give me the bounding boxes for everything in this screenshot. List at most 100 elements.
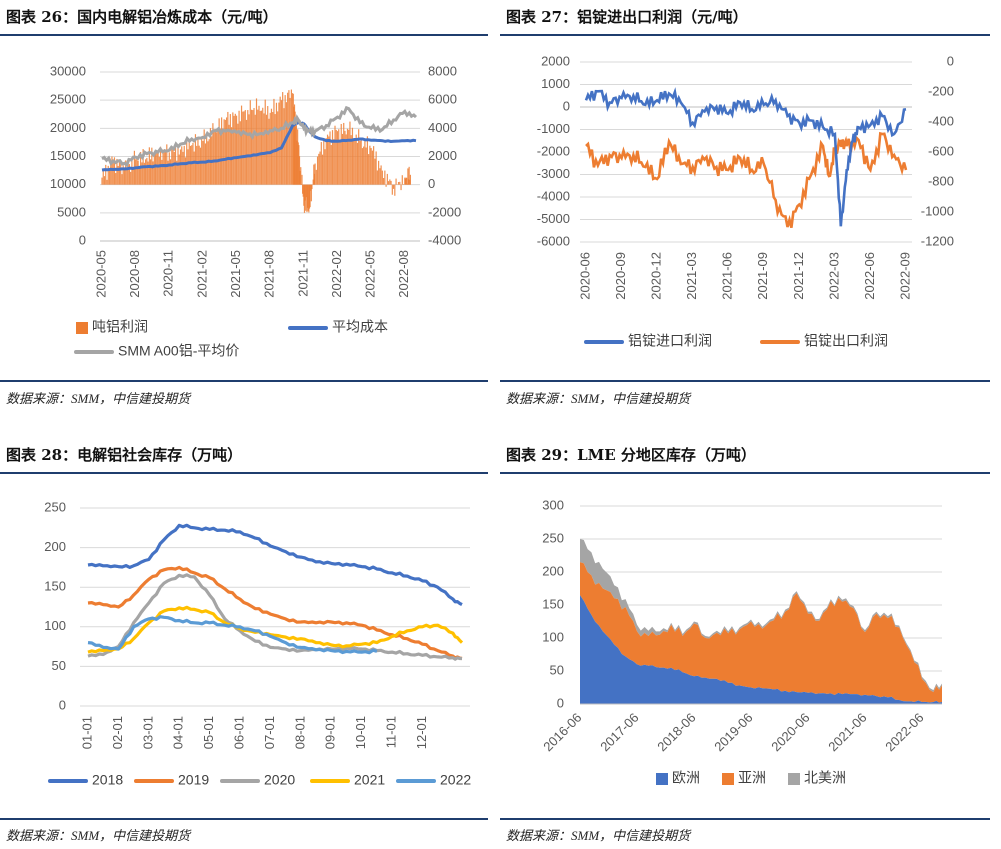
c26-profit-bar: [285, 102, 288, 185]
c26-yright-tick-4: 4000: [428, 120, 457, 135]
c26-profit-bar: [318, 153, 320, 185]
c26-profit-bar: [252, 110, 254, 185]
c26-profit-bar: [250, 109, 253, 185]
c26-profit-bar: [409, 174, 411, 185]
c28-series-2018: [87, 523, 463, 607]
c26-profit-bar: [295, 126, 297, 185]
c26-profit-bar: [338, 129, 340, 185]
c26-profit-bar: [242, 111, 244, 185]
c26-profit-bar: [131, 158, 133, 185]
source-note-27: 数据来源：SMM，中信建投期货: [506, 391, 691, 406]
c26-profit-bar: [294, 111, 296, 185]
c26-profit-bar: [239, 121, 241, 185]
c26-profit-bar: [339, 140, 341, 185]
c26-profit-bar: [273, 98, 275, 185]
c26-profit-bar: [179, 149, 182, 185]
c26-profit-bar: [359, 141, 361, 185]
c26-profit-bar: [348, 129, 350, 185]
c26-yright-tick-0: -4000: [428, 232, 461, 247]
c27-yleft-tick-3: -3000: [537, 166, 570, 181]
c28-legend-2018-label: 2018: [92, 772, 123, 788]
c26-profit-bar: [298, 145, 300, 185]
c29-yleft-tick-3: 150: [542, 596, 564, 611]
c26-profit-bar: [248, 114, 250, 185]
title-rule-26: [0, 34, 488, 36]
c26-profit-bar: [303, 184, 306, 213]
c26-profit-bar: [213, 131, 215, 185]
c26-xlabel-3: 2021-02: [194, 250, 209, 298]
c26-legend-cost-label: 平均成本: [332, 319, 388, 335]
c26-profit-bar: [311, 184, 313, 190]
c26-profit-bar: [309, 184, 311, 208]
c29-xlabel-2: 2018-06: [654, 710, 698, 754]
c29-legend-asia-label: 亚洲: [738, 770, 766, 786]
c26-profit-bar: [307, 184, 309, 211]
c26-profit-bar: [101, 177, 103, 185]
title-rule-27: [500, 34, 990, 36]
c26-profit-bar: [272, 112, 274, 185]
c29-yleft-tick-4: 200: [542, 563, 564, 578]
c26-profit-bar: [154, 152, 157, 185]
c26-profit-bar: [191, 145, 193, 185]
c26-profit-bar: [333, 139, 335, 185]
c26-profit-bar: [306, 184, 308, 213]
c29-area-asia: [580, 562, 942, 703]
c26-profit-bar: [394, 184, 396, 196]
c26-profit-bar: [123, 169, 126, 185]
c26-profit-bar: [194, 134, 197, 185]
c26-profit-bar: [320, 142, 322, 185]
c26-profit-bar: [355, 134, 357, 185]
c28-yleft-tick-4: 200: [44, 539, 66, 554]
c26-profit-bar: [373, 146, 375, 185]
c26-profit-bar: [147, 161, 149, 185]
c26-profit-bar: [184, 157, 187, 185]
c27-yright-tick-2: -800: [928, 173, 954, 188]
c26-profit-bar: [259, 110, 261, 185]
c26-profit-bar: [110, 161, 112, 185]
c26-profit-bar: [255, 98, 258, 185]
c29-xlabel-6: 2022-06: [882, 710, 926, 754]
c26-profit-bar: [310, 184, 312, 191]
c28-xlabel-6: 07-01: [262, 716, 277, 749]
c26-profit-bar: [316, 156, 319, 185]
c26-profit-bar: [300, 184, 302, 185]
c26-profit-bar: [164, 151, 167, 185]
c26-profit-bar: [275, 102, 278, 185]
c26-profit-bar: [282, 92, 284, 185]
c26-profit-bar: [313, 164, 315, 185]
c28-yleft-tick-0: 0: [59, 697, 66, 712]
c26-profit-bar: [219, 128, 221, 185]
c26-profit-bar: [117, 165, 119, 185]
c27-yleft-tick-0: -6000: [537, 233, 570, 248]
c26-profit-bar: [303, 184, 305, 206]
c26-profit-bar: [329, 131, 331, 185]
c28-xlabel-10: 11-01: [384, 716, 399, 748]
c27-series-export: [585, 131, 908, 229]
c28-xlabel-11: 12-01: [414, 716, 429, 749]
c26-profit-bar: [299, 170, 301, 185]
source-rule-28: [0, 818, 488, 820]
c26-profit-bar: [296, 140, 298, 185]
c26-profit-bar: [395, 178, 397, 185]
c26-profit-bar: [391, 184, 393, 195]
c27-xlabel-6: 2021-12: [791, 252, 806, 300]
c26-profit-bar: [279, 96, 281, 185]
c29-legend-namerica-label: 北美洲: [804, 770, 846, 786]
c26-profit-bar: [293, 104, 296, 185]
c26-profit-bar: [381, 170, 383, 185]
c26-profit-bar: [387, 181, 390, 185]
c26-profit-bar: [181, 146, 183, 185]
source-rule-26: [0, 380, 488, 382]
c26-profit-bar: [138, 166, 140, 185]
c26-xlabel-1: 2020-08: [127, 250, 142, 298]
c26-legend-profit-swatch: [76, 322, 88, 334]
c26-profit-bar: [297, 142, 299, 185]
c26-profit-bar: [113, 157, 116, 185]
c29-yleft-tick-0: 0: [557, 695, 564, 710]
c27-yleft-tick-7: 1000: [541, 76, 570, 91]
c26-profit-bar: [305, 184, 307, 198]
c26-profit-bar: [365, 147, 367, 185]
c26-legend-price-label: SMM A00铝-平均价: [118, 343, 239, 359]
c26-profit-bar: [232, 112, 234, 185]
c26-profit-bar: [292, 93, 294, 185]
